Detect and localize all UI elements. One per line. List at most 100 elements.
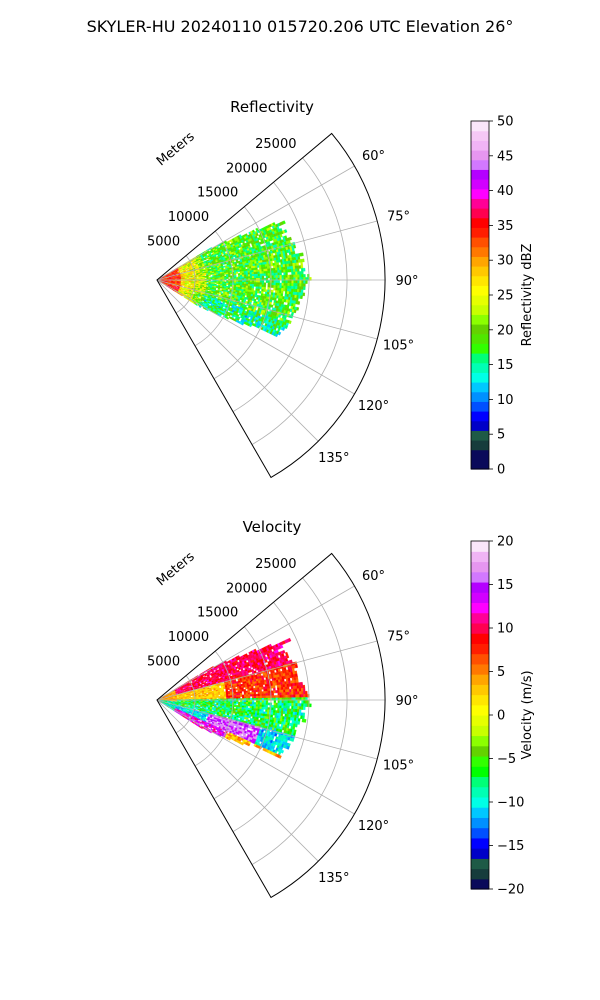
echo-gate bbox=[240, 700, 243, 703]
echo-gate bbox=[236, 283, 239, 286]
echo-gate bbox=[286, 686, 290, 690]
echo-gate bbox=[267, 688, 270, 692]
echo-gate bbox=[247, 688, 250, 691]
range-tick-label: 25000 bbox=[255, 137, 296, 152]
echo-gate bbox=[236, 695, 239, 698]
echo-gate bbox=[291, 283, 294, 287]
echo-gate bbox=[234, 700, 237, 703]
echo-gate bbox=[293, 283, 296, 287]
echo-gate bbox=[228, 280, 231, 282]
echo-gate bbox=[281, 280, 284, 284]
echo-gate bbox=[261, 282, 265, 286]
echo-gate bbox=[259, 284, 263, 288]
echo-gate bbox=[275, 275, 278, 279]
echo-gate bbox=[291, 271, 294, 275]
colorbar-tick-label: 40 bbox=[497, 184, 514, 199]
echo-gate bbox=[206, 284, 209, 286]
echo-gate bbox=[287, 677, 291, 682]
echo-gate bbox=[302, 292, 306, 297]
echo-gate bbox=[251, 286, 255, 289]
colorbar-swatch bbox=[471, 159, 489, 170]
echo-gate bbox=[253, 284, 257, 287]
echo-gate bbox=[243, 274, 247, 277]
echo-gate bbox=[281, 269, 284, 273]
echo-gate bbox=[295, 274, 298, 278]
echo-gate bbox=[229, 692, 233, 695]
echo-gate bbox=[226, 316, 230, 320]
colorbar-tick-label: 5 bbox=[497, 428, 505, 443]
echo-gate bbox=[261, 695, 265, 699]
echo-gate bbox=[299, 271, 302, 275]
echo-gate bbox=[242, 281, 245, 285]
echo-gate bbox=[299, 694, 302, 698]
echo-gate bbox=[247, 282, 251, 285]
echo-gate bbox=[224, 281, 227, 284]
colorbar-swatch bbox=[471, 275, 489, 286]
echo-gate bbox=[226, 697, 229, 699]
echo-gate bbox=[279, 689, 282, 693]
echo-gate bbox=[237, 269, 241, 272]
echo-gate bbox=[284, 229, 288, 233]
echo-gate bbox=[265, 280, 269, 283]
echo-gate bbox=[279, 267, 282, 271]
echo-gate bbox=[273, 270, 276, 274]
echo-gate bbox=[206, 277, 209, 280]
echo-gate bbox=[300, 688, 304, 692]
echo-gate bbox=[214, 277, 217, 280]
echo-gate bbox=[295, 700, 298, 704]
echo-gate bbox=[228, 695, 231, 698]
echo-gate bbox=[236, 280, 239, 283]
colorbar-swatch bbox=[471, 266, 489, 277]
echo-gate bbox=[222, 700, 225, 702]
echo-gate bbox=[255, 284, 259, 287]
colorbar-tick-label: 30 bbox=[497, 254, 514, 269]
colorbar-swatch bbox=[471, 198, 489, 209]
colorbar-swatch bbox=[471, 353, 489, 364]
echo-gate bbox=[287, 689, 290, 693]
echo-gate bbox=[226, 700, 229, 702]
echo-gate bbox=[303, 283, 306, 287]
echo-gate bbox=[261, 693, 265, 697]
azimuth-tick-label: 60° bbox=[362, 149, 385, 164]
echo-gate bbox=[271, 692, 274, 696]
echo-gate bbox=[257, 700, 261, 703]
echo-gate bbox=[238, 280, 241, 283]
echo-gate bbox=[283, 700, 286, 704]
echo-gate bbox=[292, 303, 296, 307]
colorbar-swatch bbox=[471, 121, 489, 132]
echo-gate bbox=[263, 686, 266, 690]
echo-gate bbox=[218, 697, 221, 700]
echo-gate bbox=[249, 266, 252, 269]
echo-gate bbox=[297, 694, 300, 698]
echo-gate bbox=[297, 286, 300, 290]
echo-gate bbox=[277, 256, 281, 261]
reflectivity-range-label: Meters bbox=[154, 129, 198, 169]
echo-gate bbox=[288, 320, 292, 325]
colorbar-tick-label: 45 bbox=[497, 149, 514, 164]
echo-gate bbox=[176, 696, 180, 698]
echo-gate bbox=[267, 287, 270, 290]
echo-gate bbox=[295, 676, 299, 681]
echo-gate bbox=[275, 282, 278, 286]
echo-gate bbox=[244, 281, 247, 285]
echo-gate bbox=[300, 295, 303, 300]
echo-gate bbox=[287, 283, 290, 287]
echo-gate bbox=[287, 694, 290, 698]
echo-gate bbox=[240, 276, 243, 279]
echo-gate bbox=[267, 695, 271, 699]
echo-gate bbox=[253, 689, 256, 693]
echo-gate bbox=[259, 280, 263, 283]
echo-gate bbox=[245, 686, 248, 690]
echo-gate bbox=[259, 695, 263, 699]
echo-gate bbox=[222, 280, 225, 282]
velocity-panel: Velocity 50001000015000200002500060°75°9… bbox=[147, 518, 535, 899]
echo-gate bbox=[236, 276, 239, 279]
echo-gate bbox=[180, 276, 184, 278]
echo-gate bbox=[239, 691, 243, 694]
echo-gate bbox=[247, 272, 251, 275]
colorbar-tick-label: 15 bbox=[497, 358, 514, 373]
echo-gate bbox=[301, 283, 304, 287]
echo-gate bbox=[253, 687, 256, 691]
echo-gate bbox=[249, 270, 252, 273]
